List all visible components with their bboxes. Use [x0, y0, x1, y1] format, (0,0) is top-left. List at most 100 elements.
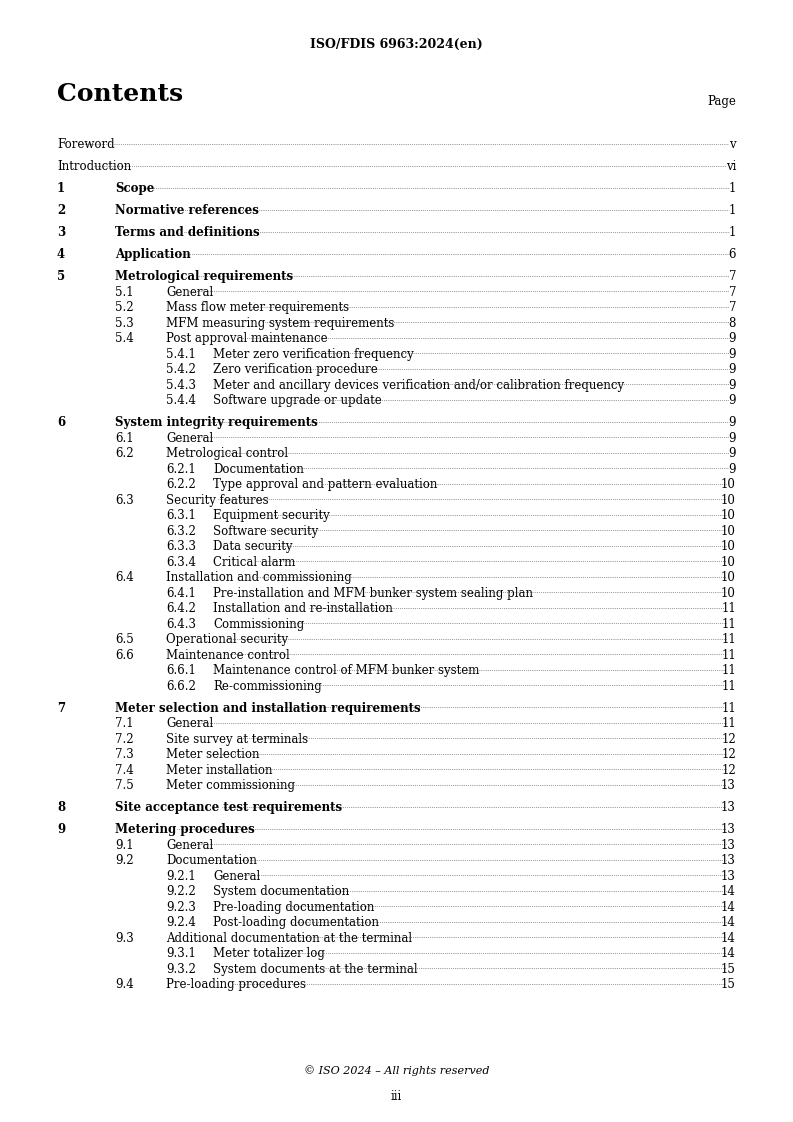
Text: Application: Application: [115, 248, 191, 261]
Text: Maintenance control of MFM bunker system: Maintenance control of MFM bunker system: [213, 664, 480, 677]
Text: 9.2.4: 9.2.4: [166, 916, 196, 929]
Text: © ISO 2024 – All rights reserved: © ISO 2024 – All rights reserved: [304, 1065, 489, 1076]
Text: Documentation: Documentation: [166, 854, 257, 867]
Text: 10: 10: [721, 555, 736, 569]
Text: 9.4: 9.4: [115, 978, 134, 991]
Text: Type approval and pattern evaluation: Type approval and pattern evaluation: [213, 478, 438, 491]
Text: 5.4.3: 5.4.3: [166, 378, 196, 392]
Text: 6.6.2: 6.6.2: [166, 680, 196, 692]
Text: 12: 12: [722, 733, 736, 745]
Text: Zero verification procedure: Zero verification procedure: [213, 364, 377, 376]
Text: 11: 11: [722, 603, 736, 615]
Text: 10: 10: [721, 509, 736, 522]
Text: 11: 11: [722, 664, 736, 677]
Text: 9.2.3: 9.2.3: [166, 901, 196, 913]
Text: 8: 8: [57, 801, 65, 813]
Text: 9.2.1: 9.2.1: [166, 870, 196, 883]
Text: 14: 14: [721, 947, 736, 960]
Text: 5.4.2: 5.4.2: [166, 364, 196, 376]
Text: 2: 2: [57, 204, 65, 217]
Text: Normative references: Normative references: [115, 204, 259, 217]
Text: 14: 14: [721, 885, 736, 898]
Text: 1: 1: [57, 182, 65, 195]
Text: 6.6: 6.6: [115, 649, 134, 662]
Text: 13: 13: [721, 838, 736, 852]
Text: System integrity requirements: System integrity requirements: [115, 416, 318, 429]
Text: 14: 14: [721, 901, 736, 913]
Text: Installation and commissioning: Installation and commissioning: [166, 571, 352, 583]
Text: 11: 11: [722, 649, 736, 662]
Text: Site acceptance test requirements: Site acceptance test requirements: [115, 801, 342, 813]
Text: 9.2: 9.2: [115, 854, 134, 867]
Text: General: General: [166, 838, 213, 852]
Text: 5.4.4: 5.4.4: [166, 394, 196, 407]
Text: iii: iii: [391, 1089, 402, 1103]
Text: 7.5: 7.5: [115, 779, 134, 792]
Text: Meter selection and installation requirements: Meter selection and installation require…: [115, 701, 420, 715]
Text: 6.3: 6.3: [115, 494, 134, 506]
Text: Contents: Contents: [57, 82, 183, 105]
Text: Critical alarm: Critical alarm: [213, 555, 295, 569]
Text: Software upgrade or update: Software upgrade or update: [213, 394, 381, 407]
Text: Post approval maintenance: Post approval maintenance: [166, 332, 328, 344]
Text: Mass flow meter requirements: Mass flow meter requirements: [166, 301, 349, 314]
Text: 11: 11: [722, 617, 736, 631]
Text: 15: 15: [721, 978, 736, 991]
Text: 6.1: 6.1: [115, 432, 134, 444]
Text: 9: 9: [729, 348, 736, 360]
Text: System documentation: System documentation: [213, 885, 349, 898]
Text: 13: 13: [721, 824, 736, 836]
Text: General: General: [213, 870, 260, 883]
Text: v: v: [730, 138, 736, 151]
Text: Meter commissioning: Meter commissioning: [166, 779, 295, 792]
Text: General: General: [166, 285, 213, 298]
Text: 6.2: 6.2: [115, 447, 134, 460]
Text: 9.2.2: 9.2.2: [166, 885, 196, 898]
Text: 10: 10: [721, 478, 736, 491]
Text: General: General: [166, 717, 213, 730]
Text: 13: 13: [721, 801, 736, 813]
Text: 10: 10: [721, 540, 736, 553]
Text: 9: 9: [729, 416, 736, 429]
Text: Documentation: Documentation: [213, 462, 304, 476]
Text: 6.3.2: 6.3.2: [166, 524, 196, 537]
Text: 5.1: 5.1: [115, 285, 134, 298]
Text: Meter totalizer log: Meter totalizer log: [213, 947, 325, 960]
Text: Meter selection: Meter selection: [166, 748, 259, 761]
Text: 3: 3: [57, 226, 65, 239]
Text: 9: 9: [729, 332, 736, 344]
Text: 9: 9: [729, 394, 736, 407]
Text: 15: 15: [721, 963, 736, 975]
Text: 9.3: 9.3: [115, 931, 134, 945]
Text: 5: 5: [57, 270, 65, 283]
Text: 7.4: 7.4: [115, 763, 134, 776]
Text: 5.4.1: 5.4.1: [166, 348, 196, 360]
Text: 6.4.1: 6.4.1: [166, 587, 196, 599]
Text: 10: 10: [721, 524, 736, 537]
Text: 9: 9: [729, 462, 736, 476]
Text: 4: 4: [57, 248, 65, 261]
Text: 7.1: 7.1: [115, 717, 134, 730]
Text: 9.3.1: 9.3.1: [166, 947, 196, 960]
Text: 6.3.1: 6.3.1: [166, 509, 196, 522]
Text: Data security: Data security: [213, 540, 293, 553]
Text: Equipment security: Equipment security: [213, 509, 330, 522]
Text: Metrological control: Metrological control: [166, 447, 288, 460]
Text: 6.6.1: 6.6.1: [166, 664, 196, 677]
Text: General: General: [166, 432, 213, 444]
Text: Installation and re-installation: Installation and re-installation: [213, 603, 393, 615]
Text: Pre-loading documentation: Pre-loading documentation: [213, 901, 374, 913]
Text: 7.3: 7.3: [115, 748, 134, 761]
Text: 11: 11: [722, 717, 736, 730]
Text: Meter and ancillary devices verification and/or calibration frequency: Meter and ancillary devices verification…: [213, 378, 624, 392]
Text: 6.4.3: 6.4.3: [166, 617, 196, 631]
Text: 6.4: 6.4: [115, 571, 134, 583]
Text: Maintenance control: Maintenance control: [166, 649, 289, 662]
Text: 14: 14: [721, 931, 736, 945]
Text: Pre-loading procedures: Pre-loading procedures: [166, 978, 306, 991]
Text: 6: 6: [57, 416, 65, 429]
Text: 11: 11: [722, 701, 736, 715]
Text: 13: 13: [721, 854, 736, 867]
Text: MFM measuring system requirements: MFM measuring system requirements: [166, 316, 394, 330]
Text: Commissioning: Commissioning: [213, 617, 305, 631]
